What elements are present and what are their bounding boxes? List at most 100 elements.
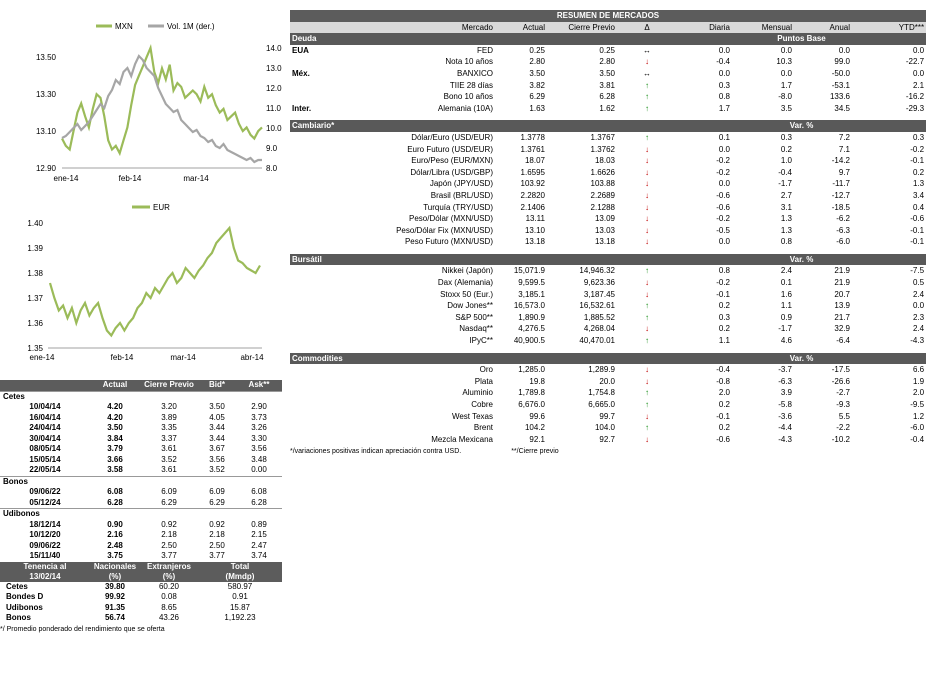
tenencia-h1: Nacionales [90, 561, 140, 572]
row-monthly: 2.7 [780, 190, 792, 200]
chart1-legend: MXN Vol. 1M (der.) [96, 22, 215, 31]
table-row: 05/12/24 6.28 6.29 6.29 6.28 [0, 498, 282, 509]
row-name: Euro Futuro (USD/EUR) [407, 144, 493, 154]
row-actual: 3.58 [107, 465, 123, 474]
row-monthly: 1.1 [780, 301, 792, 311]
row-daily: -0.2 [716, 156, 730, 166]
row-prev: 3.89 [161, 412, 177, 422]
row-name: Nota 10 años [445, 57, 493, 67]
arrow-down-icon: ↓ [645, 225, 649, 235]
arrow-up-icon: ↑ [645, 132, 649, 142]
table-row: Peso/Dólar Fix (MXN/USD) 13.10 13.03 ↓ -… [290, 225, 926, 237]
chart2-legend: EUR [132, 203, 170, 212]
tenencia-nacionales: 91.35 [104, 602, 126, 612]
row-annual: -12.7 [831, 190, 850, 200]
row-prev: 2.18 [161, 530, 177, 539]
row-monthly: 0.1 [780, 278, 792, 288]
row-monthly: 2.4 [780, 266, 792, 276]
row-annual: 9.7 [838, 167, 850, 177]
row-date: 16/04/14 [29, 412, 61, 422]
table-row: 18/12/14 0.90 0.92 0.92 0.89 [0, 520, 282, 531]
row-name: Brasil (BRL/USD) [430, 190, 493, 200]
row-ask: 0.00 [251, 465, 267, 474]
y-left-tick: 13.50 [36, 53, 57, 62]
row-ytd: -0.1 [910, 156, 925, 166]
row-annual: 32.9 [834, 324, 850, 334]
row-daily: 0.2 [718, 423, 730, 433]
row-date: 09/06/22 [29, 487, 61, 496]
row-monthly: -0.4 [778, 167, 792, 177]
y-tick: 1.38 [27, 269, 43, 278]
row-name: Dólar/Libra (USD/GBP) [410, 167, 493, 177]
row-prev: 3.77 [161, 551, 177, 560]
row-name: Cobre [471, 400, 493, 409]
row-name: Stoxx 50 (Eur.) [440, 289, 493, 299]
table-row: 15/05/14 3.66 3.52 3.56 3.48 [0, 455, 282, 466]
section-deuda: Deuda [290, 33, 677, 45]
row-actual: 1,890.9 [518, 312, 545, 322]
row-annual: 99.0 [834, 57, 850, 67]
row-bid: 3.56 [209, 454, 225, 464]
row-annual: -2.7 [836, 388, 850, 398]
x-tick: ene-14 [30, 353, 55, 362]
x-tick: ene-14 [54, 174, 79, 183]
row-daily: -0.8 [716, 376, 730, 386]
col-cierre-previo: Cierre Previo [547, 21, 617, 34]
row-ytd: -7.5 [910, 266, 925, 276]
y-left-tick: 13.10 [36, 127, 57, 136]
tenencia-total: 0.91 [232, 592, 248, 601]
row-annual: 133.6 [829, 92, 850, 102]
table-row: 10/12/20 2.16 2.18 2.18 2.15 [0, 530, 282, 541]
row-name: Euro/Peso (EUR/MXN) [411, 156, 493, 166]
row-ytd: -0.1 [910, 225, 925, 235]
row-daily: -0.5 [716, 225, 730, 235]
table-row: Peso/Dólar (MXN/USD) 13.11 13.09 ↓ -0.2 … [290, 213, 926, 225]
row-actual: 13.18 [524, 237, 545, 247]
arrow-up-icon: ↑ [645, 103, 649, 113]
row-ytd: 2.1 [912, 80, 925, 90]
arrow-down-icon: ↓ [645, 167, 649, 177]
row-name: Alemania (10A) [437, 103, 493, 113]
row-ask: 2.90 [251, 402, 267, 411]
row-actual: 40,900.5 [513, 336, 545, 346]
table-row: Japón (JPY/USD) 103.92 103.88 ↓ 0.0 -1.7… [290, 178, 926, 190]
y-tick: 1.35 [27, 344, 43, 353]
row-ytd: 3.4 [912, 190, 925, 200]
col-cierre-previo: Cierre Previo [140, 380, 198, 391]
row-annual: -6.3 [836, 225, 850, 235]
row-actual: 1,789.8 [518, 388, 545, 398]
row-annual: -18.5 [831, 202, 850, 212]
row-ask: 2.15 [251, 530, 267, 539]
rates-table: Actual Cierre Previo Bid* Ask** Cetes 10/0… [0, 380, 282, 633]
col-ytd: YTD*** [852, 21, 927, 34]
row-ask: 3.73 [251, 412, 267, 422]
row-daily: -0.4 [716, 365, 730, 375]
y-tick: 1.37 [27, 294, 43, 303]
row-monthly: 1.3 [780, 214, 792, 224]
row-prev: 103.88 [590, 179, 615, 189]
row-prev: 3.50 [599, 68, 615, 78]
tenencia-h1: Total [198, 561, 282, 572]
row-ask: 6.08 [251, 487, 267, 496]
x-tick: feb-14 [119, 174, 142, 183]
row-prev: 9,623.36 [583, 278, 615, 288]
row-monthly: 0.0 [780, 68, 792, 78]
row-daily: 1.1 [718, 336, 730, 346]
row-ytd: -0.6 [910, 214, 925, 224]
row-monthly: -8.0 [778, 92, 792, 102]
y-right-tick: 12.0 [266, 84, 282, 93]
arrow-down-icon: ↓ [645, 434, 649, 444]
table-row: 24/04/14 3.50 3.35 3.44 3.26 [0, 423, 282, 434]
row-ytd: 0.5 [912, 278, 925, 288]
row-prev: 6,665.0 [588, 400, 615, 409]
row-actual: 3.79 [107, 444, 123, 453]
row-prev: 2.50 [161, 540, 177, 550]
row-actual: 15,071.9 [513, 266, 545, 276]
row-actual: 18.07 [524, 156, 545, 166]
table-row: 09/06/22 6.08 6.09 6.09 6.08 [0, 487, 282, 498]
row-daily: 2.0 [718, 388, 730, 398]
row-date: 08/05/14 [29, 444, 61, 453]
row-actual: 3.66 [107, 454, 123, 464]
row-prev: 1.6626 [590, 167, 615, 177]
footnote-appreciation: */variaciones positivas indican apreciac… [290, 448, 462, 456]
